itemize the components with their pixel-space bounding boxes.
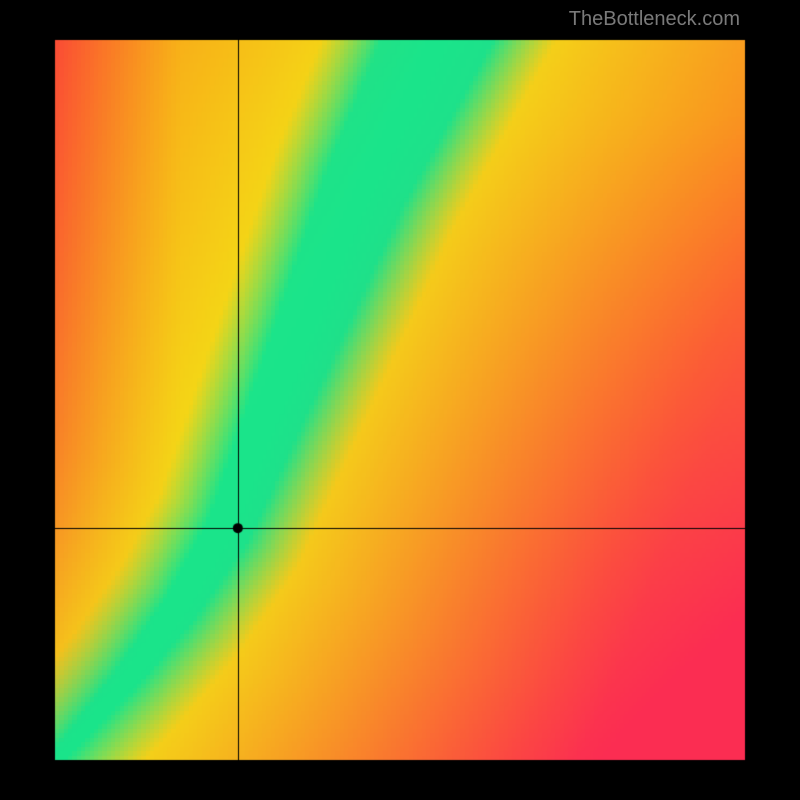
chart-container: TheBottleneck.com xyxy=(0,0,800,800)
bottleneck-heatmap-canvas xyxy=(0,0,800,800)
watermark-text: TheBottleneck.com xyxy=(569,8,740,31)
